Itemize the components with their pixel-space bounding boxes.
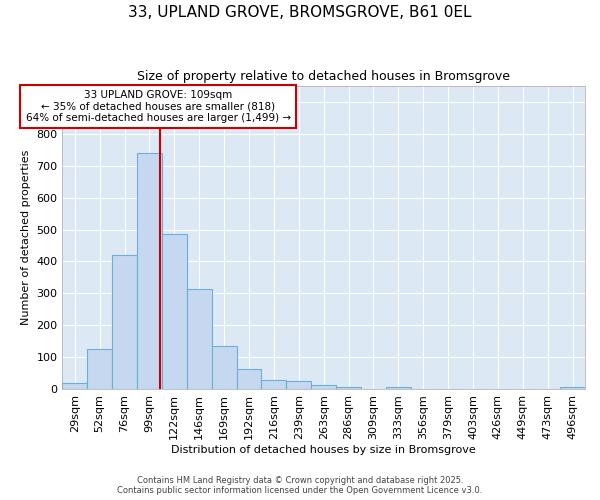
Bar xyxy=(311,384,336,390)
Bar xyxy=(560,387,585,390)
Bar xyxy=(137,152,162,390)
Text: 33 UPLAND GROVE: 109sqm
← 35% of detached houses are smaller (818)
64% of semi-d: 33 UPLAND GROVE: 109sqm ← 35% of detache… xyxy=(26,90,291,123)
Text: Contains HM Land Registry data © Crown copyright and database right 2025.
Contai: Contains HM Land Registry data © Crown c… xyxy=(118,476,482,495)
Bar xyxy=(286,382,311,390)
Bar xyxy=(386,387,411,390)
Bar xyxy=(87,350,112,390)
Y-axis label: Number of detached properties: Number of detached properties xyxy=(21,150,31,325)
X-axis label: Distribution of detached houses by size in Bromsgrove: Distribution of detached houses by size … xyxy=(171,445,476,455)
Bar xyxy=(162,234,187,390)
Bar xyxy=(212,346,236,390)
Bar xyxy=(187,288,212,390)
Bar xyxy=(236,368,262,390)
Text: 33, UPLAND GROVE, BROMSGROVE, B61 0EL: 33, UPLAND GROVE, BROMSGROVE, B61 0EL xyxy=(128,5,472,20)
Bar xyxy=(262,380,286,390)
Bar xyxy=(336,387,361,390)
Bar xyxy=(62,383,87,390)
Title: Size of property relative to detached houses in Bromsgrove: Size of property relative to detached ho… xyxy=(137,70,510,83)
Bar xyxy=(112,255,137,390)
